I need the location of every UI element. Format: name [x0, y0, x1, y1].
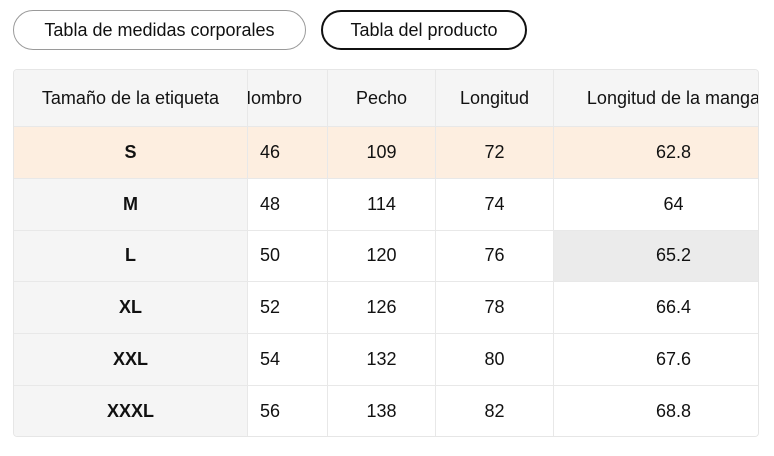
- table-cell: 68.8: [554, 386, 758, 436]
- table-cell: L: [14, 230, 248, 283]
- table-cell: 66.4: [554, 282, 758, 335]
- tab[interactable]: Tabla de medidas corporales: [13, 10, 306, 50]
- header-cell: Longitud de la manga: [554, 70, 758, 127]
- header-cell: Tamaño de la etiqueta: [14, 70, 248, 127]
- table-cell: 78: [436, 282, 554, 335]
- table-cell: XL: [14, 282, 248, 335]
- table-cell: 114: [328, 178, 436, 231]
- table-cell: 120: [328, 230, 436, 283]
- header-cell: Pecho: [328, 70, 436, 127]
- table-cell: 82: [436, 386, 554, 436]
- table-cell: S: [14, 127, 248, 179]
- table-cell: 64: [554, 178, 758, 231]
- table-cell: 67.6: [554, 334, 758, 386]
- tab-selected[interactable]: Tabla del producto: [321, 10, 527, 50]
- table-cell: 80: [436, 334, 554, 386]
- header-cell: Longitud: [436, 70, 554, 127]
- table-cell: XXXL: [14, 386, 248, 436]
- table-cell: 132: [328, 334, 436, 386]
- table-cell: 74: [436, 178, 554, 231]
- table-cell: 72: [436, 127, 554, 179]
- table-cell: 138: [328, 386, 436, 436]
- table-cell: M: [14, 178, 248, 231]
- table-cell: 62.8: [554, 127, 758, 179]
- table-cell: 109: [328, 127, 436, 179]
- table-cell: 65.2: [554, 230, 758, 283]
- table-cell: XXL: [14, 334, 248, 386]
- table-cell: 126: [328, 282, 436, 335]
- size-table: Tamaño de la etiqueta Hombro Pecho Longitud…: [13, 69, 759, 437]
- table-cell: 76: [436, 230, 554, 283]
